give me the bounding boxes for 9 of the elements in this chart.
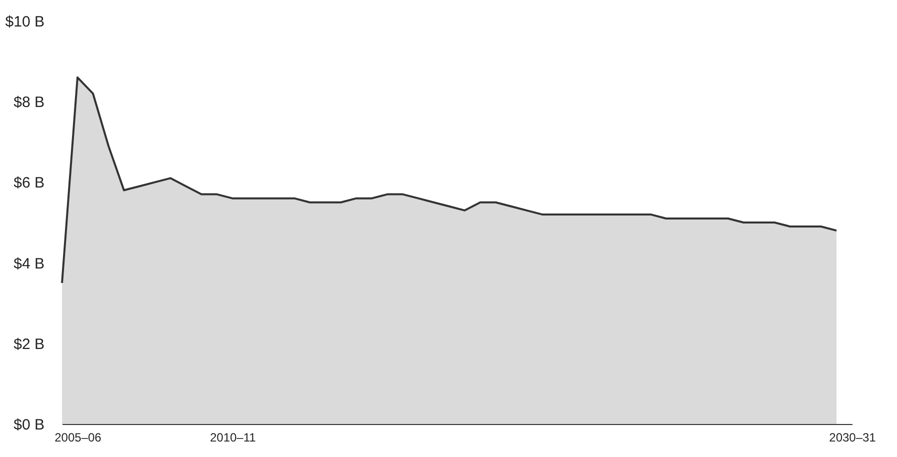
x-tick-label: 2010–11 — [210, 430, 256, 444]
y-tick-label: $4 B — [14, 255, 44, 272]
x-tick-label: 2005–06 — [54, 430, 102, 444]
y-tick-label: $8 B — [14, 94, 44, 112]
x-tick-label: 2030–31 — [829, 430, 876, 444]
y-tick-label: $10 B — [5, 14, 44, 30]
y-tick-label: $6 B — [14, 174, 44, 192]
y-tick-label: $2 B — [14, 336, 44, 353]
y-tick-label: $0 B — [14, 416, 44, 434]
